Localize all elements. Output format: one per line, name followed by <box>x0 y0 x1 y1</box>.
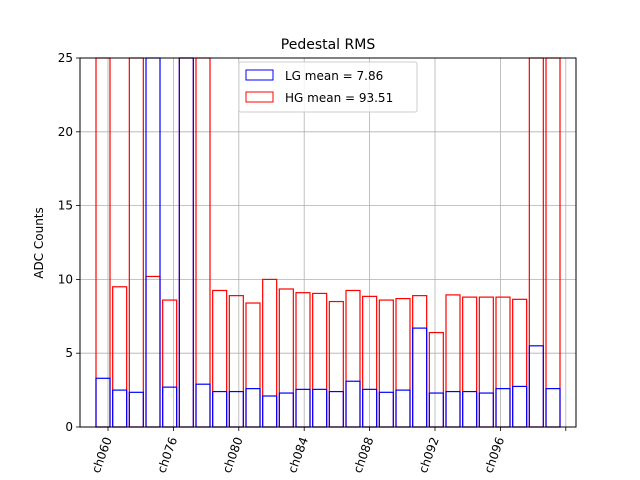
bar <box>245 388 261 428</box>
bar <box>128 391 144 428</box>
y-tick-label: 20 <box>58 125 73 139</box>
bar <box>462 390 478 428</box>
bar <box>545 388 561 428</box>
legend-swatch-lg <box>245 69 274 81</box>
bar <box>295 292 311 428</box>
bar <box>345 289 361 428</box>
bar <box>178 57 194 428</box>
bar <box>278 392 294 428</box>
x-tick-label: ch088 <box>351 435 377 475</box>
bar <box>228 295 244 428</box>
bar <box>295 388 311 428</box>
bar <box>495 388 511 428</box>
bar <box>445 390 461 428</box>
bar <box>195 57 211 428</box>
y-axis-label: ADC Counts <box>32 207 46 279</box>
bar <box>162 299 178 428</box>
grid-lines <box>80 57 576 428</box>
bar <box>395 389 411 428</box>
bar <box>262 395 278 428</box>
plot-frame <box>79 57 577 428</box>
bar <box>212 289 228 428</box>
x-axis: ch060 ch076 ch080 ch084 ch088 ch092 ch096 <box>89 427 567 475</box>
bar <box>412 327 428 428</box>
bar <box>212 390 228 428</box>
bar <box>462 296 478 428</box>
x-tick-label: ch076 <box>154 435 180 475</box>
bar <box>512 385 528 428</box>
bar <box>328 390 344 428</box>
bar <box>478 296 494 428</box>
bar <box>545 57 561 428</box>
bar <box>345 380 361 428</box>
bar <box>162 386 178 428</box>
bar <box>378 299 394 428</box>
bar <box>245 302 261 428</box>
bar <box>512 298 528 428</box>
bar <box>478 392 494 428</box>
bar <box>495 296 511 428</box>
y-tick-label: 5 <box>65 346 73 360</box>
bar <box>145 57 161 428</box>
x-tick-label: ch092 <box>416 435 442 475</box>
legend: LG mean = 7.86 HG mean = 93.51 <box>238 61 418 113</box>
bar <box>228 390 244 428</box>
bar <box>428 392 444 428</box>
bar <box>112 286 128 428</box>
legend-box <box>238 61 418 113</box>
legend-label-lg: LG mean = 7.86 <box>285 69 383 83</box>
bar <box>112 389 128 428</box>
bar <box>378 391 394 428</box>
chart-title: Pedestal RMS <box>281 37 376 53</box>
bar <box>428 331 444 428</box>
bar <box>528 57 544 428</box>
bar <box>128 57 144 428</box>
bars <box>95 57 561 428</box>
bar <box>312 292 328 428</box>
bar <box>278 288 294 428</box>
bar <box>445 294 461 428</box>
legend-swatch-hg <box>245 91 274 103</box>
y-tick-label: 0 <box>65 420 73 434</box>
y-tick-label: 25 <box>58 51 73 65</box>
y-tick-label: 15 <box>58 199 73 213</box>
x-tick-label: ch060 <box>89 435 115 475</box>
y-axis: 0 5 10 15 20 25 <box>58 51 80 434</box>
bar <box>145 275 161 428</box>
bar <box>395 297 411 428</box>
bar <box>328 300 344 428</box>
bar <box>412 295 428 428</box>
x-tick-label: ch080 <box>220 435 246 475</box>
x-tick-label: ch096 <box>481 435 507 475</box>
y-tick-label: 10 <box>58 272 73 286</box>
bar <box>195 383 211 428</box>
bar <box>178 57 194 428</box>
bar <box>528 345 544 428</box>
bar <box>312 388 328 428</box>
x-tick-label: ch084 <box>285 435 311 475</box>
legend-label-hg: HG mean = 93.51 <box>285 91 393 105</box>
